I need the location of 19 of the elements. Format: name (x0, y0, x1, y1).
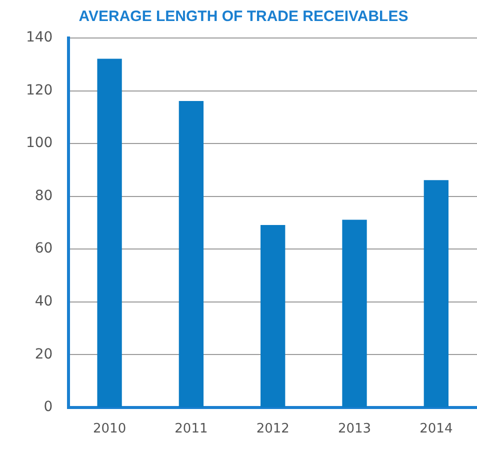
bar (178, 100, 204, 408)
x-tick-label: 2014 (420, 422, 453, 437)
y-tick-label: 60 (34, 240, 53, 257)
y-tick-label: 120 (26, 82, 53, 98)
x-tick-label: 2011 (174, 422, 208, 437)
bar (424, 180, 448, 408)
x-tick-label: 2012 (256, 422, 290, 437)
chart-title: AVERAGE LENGTH OF TRADE RECEIVABLES (78, 8, 408, 26)
y-tick-label: 80 (34, 188, 53, 204)
y-tick-label: 100 (26, 135, 53, 152)
y-tick-label: 0 (44, 399, 53, 416)
y-tick-label: 20 (34, 346, 53, 362)
x-tick-label: 2010 (93, 422, 126, 437)
bar (97, 58, 122, 408)
x-tick-label: 2013 (338, 422, 372, 437)
y-tick-label: 40 (34, 294, 53, 310)
bar (342, 220, 367, 408)
y-tick-label: 140 (26, 30, 53, 46)
bar (260, 225, 286, 408)
